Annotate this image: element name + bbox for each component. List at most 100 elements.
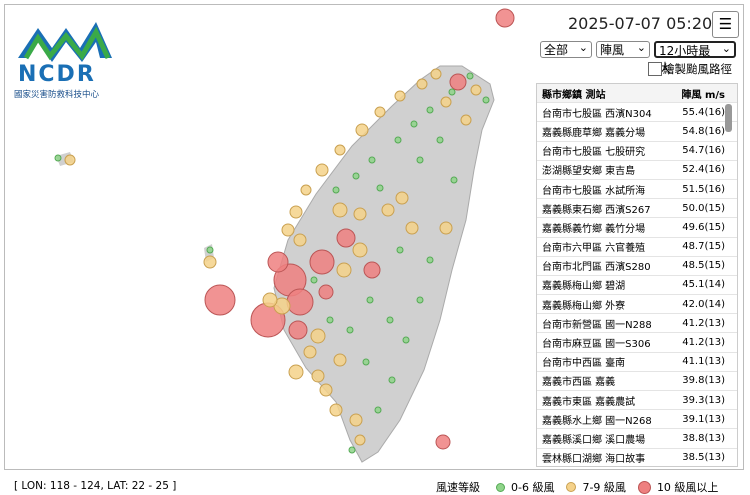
station-marker[interactable] bbox=[495, 8, 515, 28]
station-marker[interactable] bbox=[448, 88, 456, 96]
table-row[interactable]: 嘉義縣鹿草鄉 嘉義分場 54.8(16) bbox=[537, 122, 737, 142]
station-marker[interactable] bbox=[376, 184, 384, 192]
table-row[interactable]: 嘉義縣溪口鄉 溪口農場 38.8(13) bbox=[537, 429, 737, 449]
station-marker[interactable] bbox=[352, 242, 368, 258]
station-marker[interactable] bbox=[293, 233, 307, 247]
station-marker[interactable] bbox=[311, 369, 325, 383]
station-marker[interactable] bbox=[332, 186, 340, 194]
table-row[interactable]: 台南市七股區 七股研究 54.7(16) bbox=[537, 142, 737, 161]
table-row[interactable]: 台南市新營區 國一N288 41.2(13) bbox=[537, 314, 737, 334]
station-marker[interactable] bbox=[332, 202, 348, 218]
table-row[interactable]: 嘉義縣梅山鄉 外寮 42.0(14) bbox=[537, 295, 737, 315]
station-marker[interactable] bbox=[381, 203, 395, 217]
station-marker[interactable] bbox=[416, 296, 424, 304]
station-marker[interactable] bbox=[386, 316, 394, 324]
menu-button[interactable]: ☰ bbox=[712, 11, 739, 38]
station-marker[interactable] bbox=[366, 296, 374, 304]
station-marker[interactable] bbox=[430, 68, 442, 80]
table-row[interactable]: 嘉義縣水上鄉 國一N268 39.1(13) bbox=[537, 410, 737, 430]
station-marker[interactable] bbox=[368, 156, 376, 164]
station-marker[interactable] bbox=[309, 249, 335, 275]
table-row[interactable]: 嘉義縣梅山鄉 碧湖 45.1(14) bbox=[537, 276, 737, 296]
station-marker[interactable] bbox=[288, 320, 308, 340]
station-marker[interactable] bbox=[363, 261, 381, 279]
station-marker[interactable] bbox=[206, 246, 214, 254]
table-row[interactable]: 雲林縣口湖鄉 海口故事 38.5(13) bbox=[537, 449, 737, 466]
station-marker[interactable] bbox=[410, 120, 418, 128]
station-marker[interactable] bbox=[310, 276, 318, 284]
station-marker[interactable] bbox=[319, 383, 333, 397]
station-marker[interactable] bbox=[286, 288, 314, 316]
station-marker[interactable] bbox=[262, 292, 278, 308]
station-marker[interactable] bbox=[439, 221, 453, 235]
station-marker[interactable] bbox=[450, 176, 458, 184]
station-marker[interactable] bbox=[440, 96, 452, 108]
station-marker[interactable] bbox=[334, 144, 346, 156]
station-marker[interactable] bbox=[329, 403, 343, 417]
table-row[interactable]: 台南市七股區 水試所海 51.5(16) bbox=[537, 180, 737, 200]
table-row[interactable]: 嘉義市西區 嘉義 39.8(13) bbox=[537, 372, 737, 391]
station-marker[interactable] bbox=[281, 223, 295, 237]
station-marker[interactable] bbox=[353, 207, 367, 221]
region-select[interactable]: 全部 bbox=[540, 39, 592, 58]
table-row[interactable]: 台南市中西區 臺南 41.1(13) bbox=[537, 353, 737, 372]
station-marker[interactable] bbox=[482, 96, 490, 104]
station-marker[interactable] bbox=[470, 84, 482, 96]
station-marker[interactable] bbox=[310, 328, 326, 344]
station-marker[interactable] bbox=[396, 246, 404, 254]
station-marker[interactable] bbox=[374, 106, 386, 118]
station-marker[interactable] bbox=[405, 221, 419, 235]
station-marker[interactable] bbox=[394, 136, 402, 144]
table-row[interactable]: 台南市六甲區 六官養殖 48.7(15) bbox=[537, 238, 737, 257]
station-marker[interactable] bbox=[352, 172, 360, 180]
legend: 風速等級 0-6 級風 7-9 級風 10 級風以上 bbox=[436, 479, 718, 495]
station-marker[interactable] bbox=[267, 251, 289, 273]
station-marker[interactable] bbox=[54, 154, 62, 162]
station-marker[interactable] bbox=[288, 364, 304, 380]
station-marker[interactable] bbox=[204, 284, 236, 316]
station-marker[interactable] bbox=[460, 114, 472, 126]
station-marker[interactable] bbox=[64, 154, 76, 166]
station-marker[interactable] bbox=[362, 358, 370, 366]
station-marker[interactable] bbox=[300, 184, 312, 196]
station-marker[interactable] bbox=[374, 406, 382, 414]
station-marker[interactable] bbox=[394, 90, 406, 102]
table-row[interactable]: 台南市七股區 西濱N304 55.4(16) bbox=[537, 103, 737, 123]
station-marker[interactable] bbox=[402, 336, 410, 344]
table-row[interactable]: 嘉義縣義竹鄉 義竹分場 49.6(15) bbox=[537, 218, 737, 238]
station-marker[interactable] bbox=[326, 316, 334, 324]
station-marker[interactable] bbox=[336, 228, 356, 248]
station-marker[interactable] bbox=[348, 446, 356, 454]
station-marker[interactable] bbox=[336, 262, 352, 278]
station-marker[interactable] bbox=[349, 413, 363, 427]
table-row[interactable]: 台南市北門區 西濱S280 48.5(15) bbox=[537, 257, 737, 276]
station-marker[interactable] bbox=[203, 255, 217, 269]
table-row[interactable]: 嘉義市東區 嘉義農試 39.3(13) bbox=[537, 391, 737, 411]
station-marker[interactable] bbox=[435, 434, 451, 450]
station-marker[interactable] bbox=[466, 72, 474, 80]
station-marker[interactable] bbox=[416, 78, 428, 90]
station-marker[interactable] bbox=[303, 345, 317, 359]
station-marker[interactable] bbox=[346, 326, 354, 334]
track-checkbox[interactable] bbox=[648, 62, 662, 76]
station-marker[interactable] bbox=[354, 434, 366, 446]
table-row[interactable]: 澎湖縣望安鄉 東吉島 52.4(16) bbox=[537, 161, 737, 180]
table-cell: 38.5(13) bbox=[682, 452, 725, 464]
station-marker[interactable] bbox=[426, 256, 434, 264]
station-marker[interactable] bbox=[333, 353, 347, 367]
period-select[interactable]: 12小時最大 bbox=[654, 40, 736, 75]
station-marker[interactable] bbox=[449, 73, 467, 91]
table-row[interactable]: 台南市麻豆區 國一S306 41.2(13) bbox=[537, 333, 737, 353]
table-row[interactable]: 嘉義縣東石鄉 西濱S267 50.0(15) bbox=[537, 199, 737, 219]
station-marker[interactable] bbox=[416, 156, 424, 164]
station-marker[interactable] bbox=[395, 191, 409, 205]
station-marker[interactable] bbox=[289, 205, 303, 219]
station-marker[interactable] bbox=[315, 163, 329, 177]
station-marker[interactable] bbox=[426, 106, 434, 114]
station-marker[interactable] bbox=[436, 136, 444, 144]
station-marker[interactable] bbox=[388, 376, 396, 384]
element-select[interactable]: 陣風 bbox=[596, 39, 650, 58]
scrollbar[interactable] bbox=[725, 104, 732, 132]
station-marker[interactable] bbox=[355, 123, 369, 137]
station-marker[interactable] bbox=[318, 284, 334, 300]
